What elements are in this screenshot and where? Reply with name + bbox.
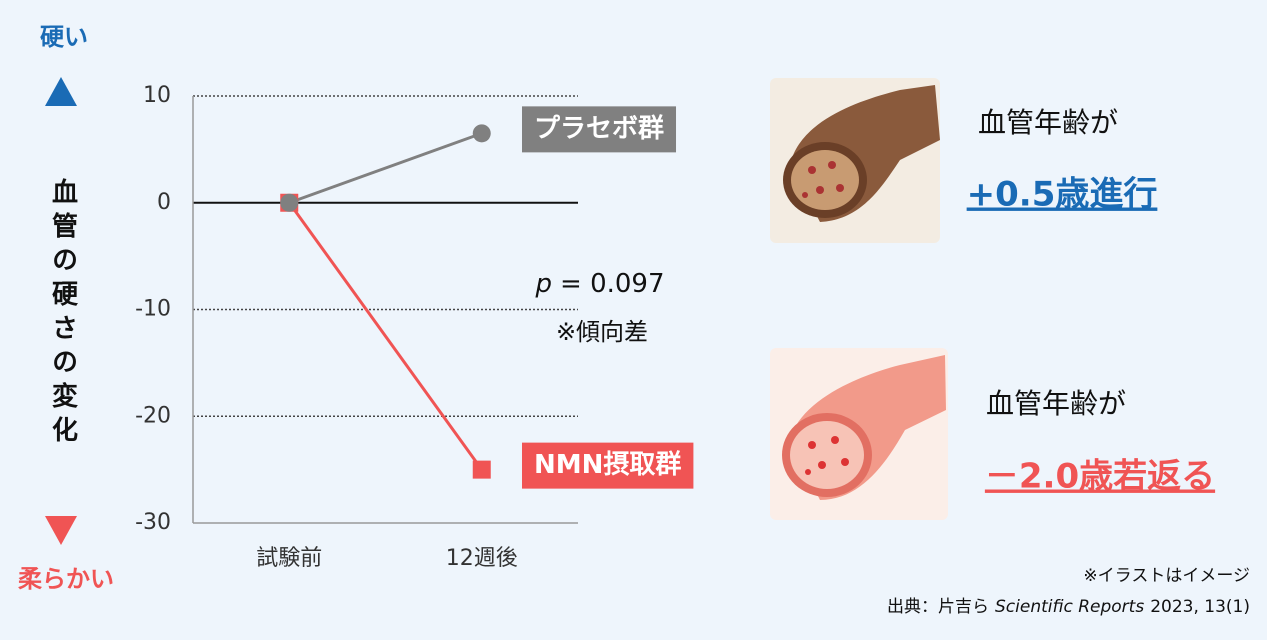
series-line [288,131,483,205]
top-annotation: 硬い [40,23,88,51]
y-tick-label: 0 [157,190,171,215]
series-line [288,201,483,471]
panel-heading: 血管年齢が [978,106,1118,139]
panel-heading: 血管年齢が [986,387,1126,420]
legend-box [522,442,694,489]
p-text: = 0.097 [560,269,664,299]
legend-label: プラセボ群 [534,114,664,144]
panel-result: －2.0歳若返る [985,457,1215,497]
disclaimer: ※イラストはイメージ [1083,566,1250,586]
p-symbol: p [535,269,553,299]
note: ※傾向差 [556,318,648,346]
citation: 2023, 13(1) [1150,597,1250,617]
x-tick-label: 12週後 [446,546,518,571]
source: 出典：片吉ら Scientific Reports 2023, 13(1) [887,597,1250,617]
soft-artery-illustration [770,348,948,520]
x-tick-label: 試験前 [256,546,322,571]
journal: Scientific Reports [995,597,1144,617]
down-arrow [45,516,77,545]
y-tick-label: -20 [135,403,171,428]
point [280,193,299,212]
point [472,124,491,143]
legend-box [522,106,677,153]
source-prefix: 出典：片吉ら [887,597,989,617]
y-tick-label: 10 [143,83,171,108]
y-axis-label: 血管の硬さの変化 [48,178,78,450]
y-tick-label: -10 [135,297,171,322]
panel-result: +0.5歳進行 [967,175,1158,215]
stiff-artery-illustration [770,78,940,243]
y-tick-label: -30 [135,510,171,535]
legend-label: NMN摂取群 [534,449,681,480]
point [472,460,491,479]
p-value: p = 0.097 [535,269,665,299]
up-arrow [45,77,77,106]
bottom-annotation: 柔らかい [18,565,114,593]
